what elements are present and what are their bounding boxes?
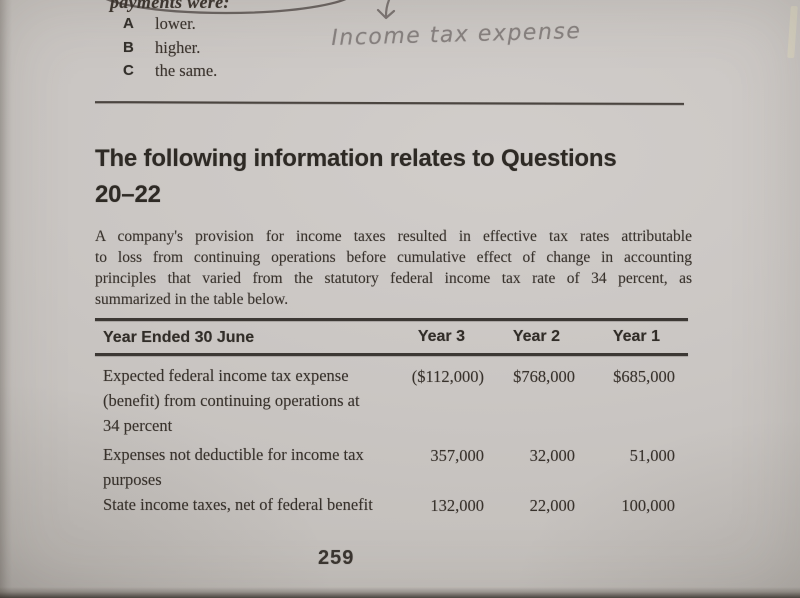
row-label-line: State income taxes, net of federal benef… [103, 494, 373, 514]
option-letter-b: B [123, 39, 134, 56]
intro-line: A company's provision for income taxes r… [95, 228, 692, 245]
row-value-year2: $768,000 [513, 366, 575, 386]
intro-paragraph: A company's provision for income taxes r… [95, 226, 692, 310]
row-value-year1: 100,000 [621, 495, 675, 515]
table-row: State income taxes, net of federal benef… [95, 492, 688, 517]
answer-option-c: C the same. [123, 61, 423, 83]
tax-rate-table: Year Ended 30 June Year 3 Year 2 Year 1 … [95, 318, 688, 517]
option-letter-a: A [123, 15, 134, 32]
row-value-year2: 32,000 [529, 445, 575, 465]
page-number: 259 [318, 547, 355, 569]
header-year-ended: Year Ended 30 June [103, 329, 255, 346]
hand-drawn-down-arrow-icon [376, 0, 396, 20]
page-left-edge-shadow [0, 0, 12, 598]
option-text-a: lower. [155, 14, 196, 33]
option-text-b: higher. [155, 38, 201, 57]
intro-line: to loss from continuing operations befor… [95, 249, 692, 266]
answer-option-a: A lower. [123, 14, 423, 36]
header-year1: Year 1 [612, 328, 660, 345]
row-label-line: Expenses not deductible for income tax [103, 444, 364, 464]
answer-option-b: B higher. [123, 38, 423, 60]
row-value-year1: $685,000 [613, 366, 675, 386]
table-top-rule [95, 318, 688, 321]
header-year2: Year 2 [512, 328, 560, 345]
table-row: Expenses not deductible for income tax p… [95, 442, 688, 492]
row-value-year3: ($112,000) [411, 366, 484, 386]
row-label: Expected federal income tax expense (ben… [95, 363, 441, 438]
section-heading-line2: 20–22 [95, 181, 161, 208]
option-letter-c: C [123, 62, 134, 79]
row-label-line: 34 percent [103, 415, 173, 435]
row-label-line: Expected federal income tax expense [103, 365, 349, 385]
header-year3: Year 3 [417, 328, 465, 345]
table-header-rule [95, 353, 688, 356]
row-value-year1: 51,000 [629, 445, 675, 465]
intro-line: summarized in the table below. [95, 291, 289, 308]
handwritten-note: Income tax expense [331, 19, 582, 51]
row-value-year3: 132,000 [430, 495, 484, 515]
clipped-question-text: payments were: [110, 0, 230, 12]
section-divider [94, 101, 685, 105]
section-heading-line1: The following information relates to Que… [95, 145, 617, 172]
adjacent-page-corner [787, 5, 798, 59]
section-heading: The following information relates to Que… [95, 141, 705, 213]
row-label-line: (benefit) from continuing operations at [103, 390, 360, 410]
row-label-line: purposes [103, 469, 162, 489]
table-surface-shadow [0, 587, 800, 598]
intro-line: principles that varied from the statutor… [95, 270, 692, 287]
row-label: State income taxes, net of federal benef… [95, 492, 441, 517]
option-text-c: the same. [155, 61, 218, 80]
row-label: Expenses not deductible for income tax p… [95, 442, 441, 492]
row-value-year2: 22,000 [529, 495, 575, 515]
table-row: Expected federal income tax expense (ben… [95, 363, 688, 438]
table-header-row: Year Ended 30 June Year 3 Year 2 Year 1 [95, 321, 688, 353]
row-value-year3: 357,000 [430, 445, 484, 465]
hand-drawn-circle-icon [105, 0, 347, 15]
